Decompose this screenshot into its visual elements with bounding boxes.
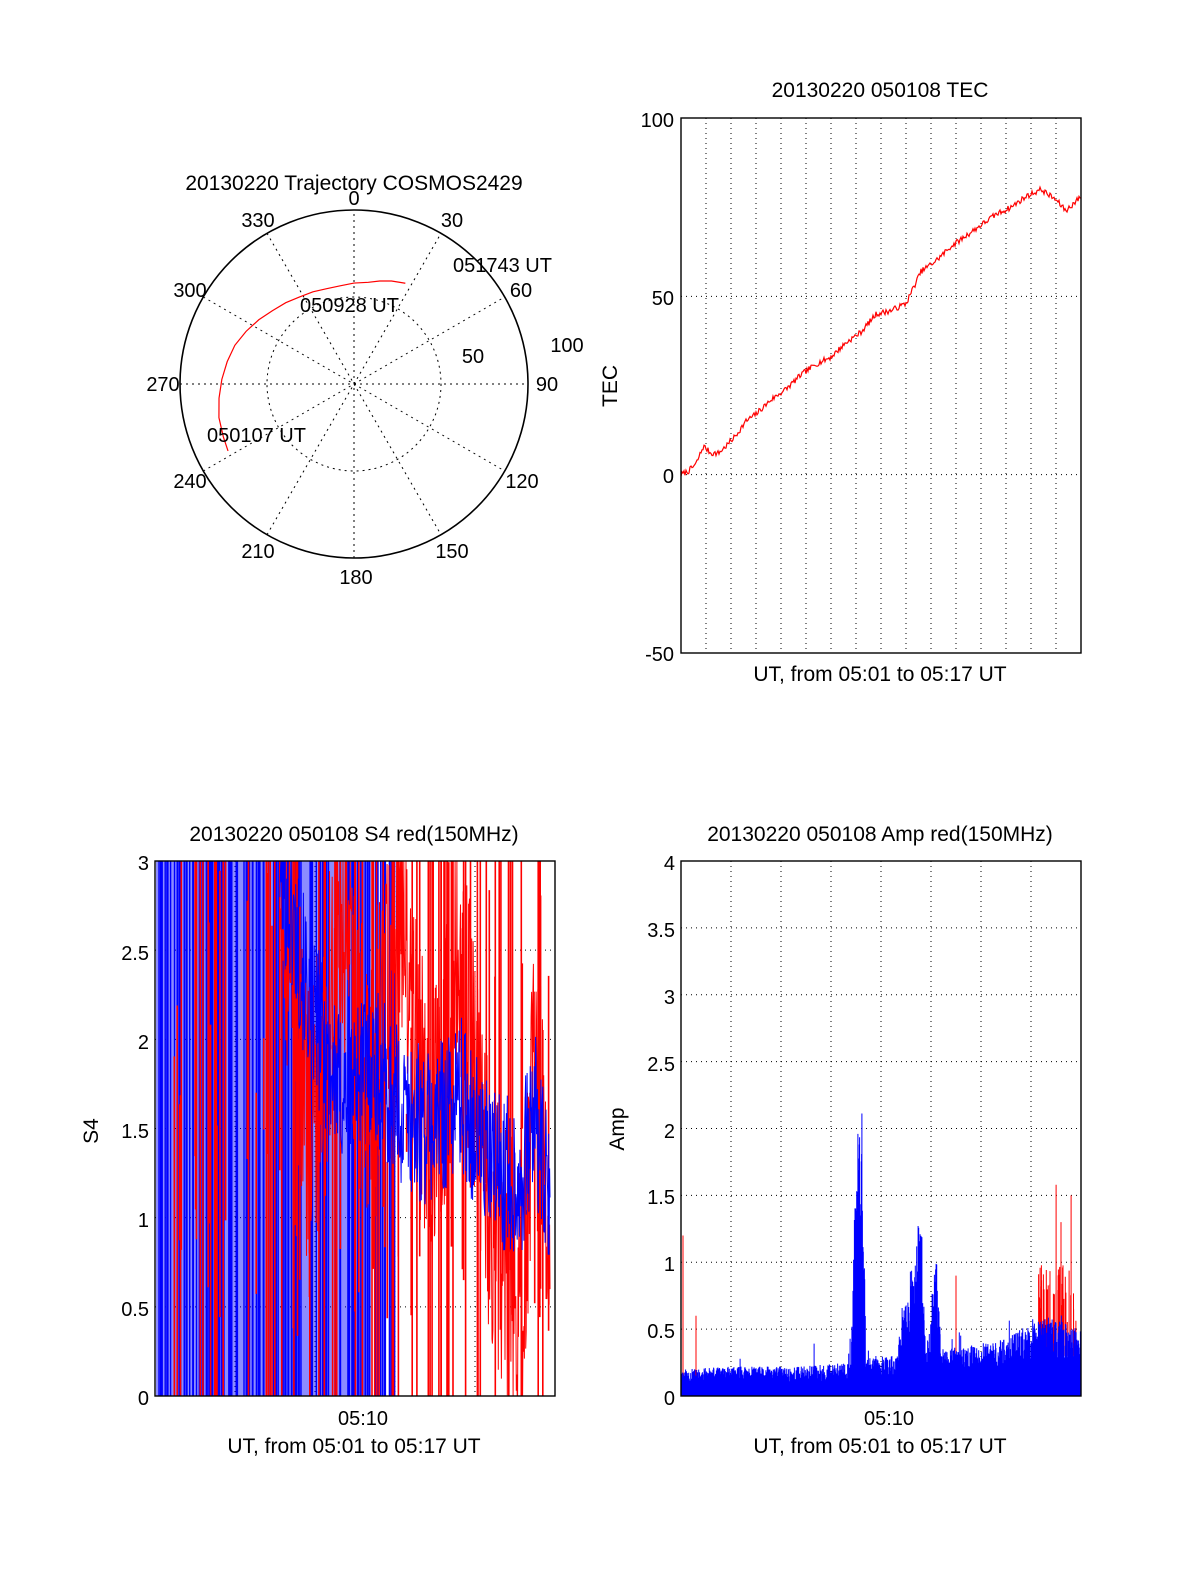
amp-ytick-0.5: 0.5 bbox=[647, 1321, 675, 1343]
amp-ytick-3: 3 bbox=[664, 987, 675, 1009]
s4-ytick-1: 1 bbox=[138, 1210, 149, 1232]
s4-ytick-2: 2 bbox=[138, 1032, 149, 1054]
amp-ytick-4: 4 bbox=[664, 853, 675, 875]
amp-frame bbox=[680, 860, 1082, 1397]
amp-ytick-1.5: 1.5 bbox=[647, 1187, 675, 1209]
amp-plot: 20130220 050108 Amp red(150MHz) UT, from… bbox=[606, 823, 1082, 1458]
polar-spoke-150 bbox=[266, 233, 442, 535]
angle-label-30: 30 bbox=[441, 210, 463, 232]
angle-label-210: 210 bbox=[241, 541, 274, 563]
s4-ytick-1.5: 1.5 bbox=[121, 1121, 149, 1143]
amp-ytick-1: 1 bbox=[664, 1254, 675, 1276]
polar-spokes bbox=[180, 210, 528, 558]
tec-series bbox=[680, 185, 1082, 477]
s4-frame bbox=[154, 860, 556, 1397]
s4-xtick-0510: 05:10 bbox=[338, 1408, 388, 1430]
angle-label-330: 330 bbox=[241, 210, 274, 232]
s4-title: 20130220 050108 S4 red(150MHz) bbox=[189, 823, 518, 846]
amp-grid bbox=[681, 861, 1081, 1396]
tec-ytick-0: 0 bbox=[663, 466, 674, 488]
amp-ylabel: Amp bbox=[606, 1107, 629, 1150]
s4-ylabel: S4 bbox=[80, 1118, 103, 1144]
tec-plot: 20130220 050108 TEC UT, from 05:01 to 05… bbox=[599, 79, 1082, 686]
s4-blue-line bbox=[279, 860, 551, 1255]
tec-ytick-minus50: -50 bbox=[645, 644, 674, 666]
annotation-mid-time: 050928 UT bbox=[300, 295, 399, 317]
s4-series bbox=[156, 860, 551, 1397]
tec-title: 20130220 050108 TEC bbox=[772, 79, 989, 102]
angle-label-180: 180 bbox=[339, 567, 372, 589]
angle-label-150: 150 bbox=[435, 541, 468, 563]
radius-label-100: 100 bbox=[550, 335, 583, 357]
tec-line bbox=[680, 185, 1082, 477]
polar-angle-labels: 0 30 60 90 120 150 180 210 240 270 300 3… bbox=[146, 188, 558, 589]
s4-xlabel: UT, from 05:01 to 05:17 UT bbox=[227, 1435, 480, 1458]
amp-ytick-0: 0 bbox=[664, 1388, 675, 1410]
amp-ytick-3.5: 3.5 bbox=[647, 920, 675, 942]
annotation-end-time: 051743 UT bbox=[453, 255, 552, 277]
amp-blue-series bbox=[680, 1113, 1082, 1396]
angle-label-240: 240 bbox=[173, 471, 206, 493]
tec-ytick-50: 50 bbox=[652, 288, 674, 310]
amp-ytick-2: 2 bbox=[664, 1121, 675, 1143]
s4-ytick-2.5: 2.5 bbox=[121, 943, 149, 965]
tec-grid bbox=[681, 118, 1081, 653]
tec-ylabel: TEC bbox=[599, 365, 622, 407]
angle-label-60: 60 bbox=[510, 280, 532, 302]
tec-ytick-100: 100 bbox=[641, 110, 674, 132]
polar-inner-circle bbox=[266, 296, 442, 472]
angle-label-300: 300 bbox=[173, 280, 206, 302]
s4-plot: 20130220 050108 S4 red(150MHz) UT, from … bbox=[80, 823, 556, 1458]
tec-frame bbox=[680, 117, 1082, 654]
trajectory-line bbox=[218, 280, 406, 452]
s4-ytick-0: 0 bbox=[138, 1388, 149, 1410]
angle-label-270: 270 bbox=[146, 374, 179, 396]
s4-ytick-3: 3 bbox=[138, 853, 149, 875]
polar-trajectory-plot: 20130220 Trajectory COSMOS2429 0 30 60 9… bbox=[146, 172, 583, 589]
annotation-start-time: 050107 UT bbox=[207, 425, 306, 447]
amp-series bbox=[680, 1113, 1082, 1396]
polar-trajectory-series bbox=[218, 280, 406, 452]
radius-label-50: 50 bbox=[462, 346, 484, 368]
amp-xlabel: UT, from 05:01 to 05:17 UT bbox=[753, 1435, 1006, 1458]
angle-label-0: 0 bbox=[348, 188, 359, 210]
angle-label-120: 120 bbox=[505, 471, 538, 493]
polar-title: 20130220 Trajectory COSMOS2429 bbox=[185, 172, 522, 195]
s4-ytick-0.5: 0.5 bbox=[121, 1299, 149, 1321]
s4-red-line bbox=[279, 860, 551, 1397]
tec-xlabel: UT, from 05:01 to 05:17 UT bbox=[753, 663, 1006, 686]
amp-title: 20130220 050108 Amp red(150MHz) bbox=[707, 823, 1053, 846]
amp-ytick-2.5: 2.5 bbox=[647, 1054, 675, 1076]
amp-xtick-0510: 05:10 bbox=[864, 1408, 914, 1430]
angle-label-90: 90 bbox=[536, 374, 558, 396]
